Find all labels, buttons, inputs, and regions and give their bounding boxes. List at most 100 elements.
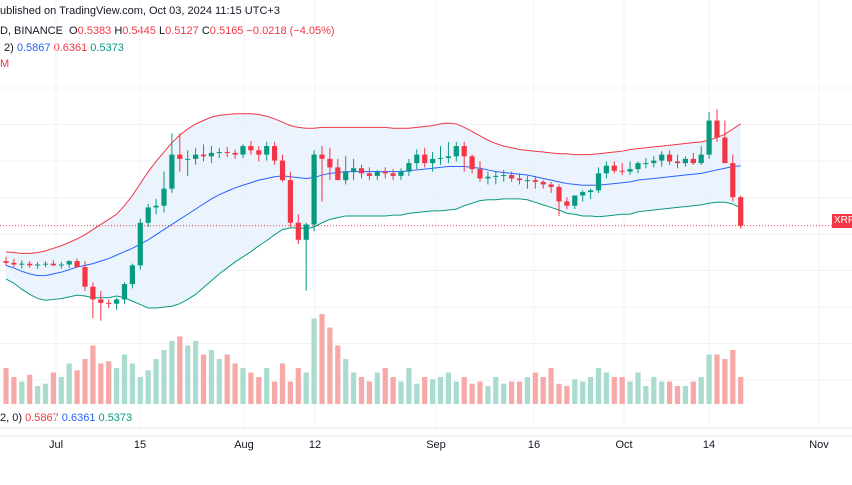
candle-body [651,160,657,164]
volume-bar [659,381,665,404]
volume-bar [264,368,270,404]
candle-body [193,154,199,159]
volume-bar [564,386,570,404]
candle-body [279,160,286,181]
volume-bar [256,377,262,404]
candle-body [27,263,33,266]
candle-body [248,146,254,151]
candle-body [216,152,222,154]
candle-body [343,171,349,181]
x-tick-label: Aug [234,439,254,451]
candle-body [311,154,317,225]
x-tick-label: Oct [615,439,632,451]
candle-body [659,154,665,161]
candle-body [272,146,278,161]
candle-body [422,154,428,164]
candle-body [588,190,594,193]
candle-body [477,169,483,179]
candle-body [445,156,451,159]
volume-bar [351,372,357,404]
high-label: H [114,25,123,37]
volume-bar [74,370,80,404]
low-value: 0.5127 [165,25,199,37]
price-tag: XRP [832,214,852,228]
candle-body [256,150,262,155]
volume-bar [485,386,491,404]
candle-body [722,137,728,164]
candle-body [572,195,578,206]
volume-bar [106,361,112,404]
candle-body [730,163,736,198]
candle-body [706,120,712,155]
volume-bar [35,386,41,404]
candle-body [627,169,633,172]
volume-bar [366,381,372,404]
candle-body [524,180,530,182]
candle-body [264,146,270,155]
volume-bar [200,354,207,404]
volume-bar [224,354,230,404]
volume-bar [469,383,475,404]
volume-bar [137,377,143,404]
volume-bar [730,350,736,404]
sub-basis-value: 0.5867 [25,412,59,424]
volume-bar [580,381,586,404]
volume-bar [50,372,56,404]
volume-bar [161,350,167,404]
candle-body [335,167,341,181]
candle-body [603,165,609,174]
candle-body [580,192,586,196]
volume-bar [548,368,554,404]
candle-body [137,222,143,266]
volume-bar [556,383,562,404]
candle-body [398,171,404,176]
candle-body [698,154,704,164]
volume-bar [509,381,515,404]
candle-body [129,265,135,285]
candle-body [406,163,412,172]
candle-body [682,158,688,164]
bollinger-upper-line [5,113,741,254]
volume-bar [611,377,617,404]
candle-body [35,264,41,266]
volume-bar [240,368,246,404]
candle-body [114,299,120,304]
candle-body [437,158,444,160]
candle-body [556,186,562,202]
volume-bar [706,354,712,404]
candle-body [674,161,681,164]
candle-body [485,176,491,179]
candle-body [240,146,246,155]
candle-body [232,152,238,155]
volume-bar [572,379,578,404]
volume-bar [493,377,499,404]
x-tick-label: 12 [309,439,321,451]
volume-bar [651,377,657,404]
volume-bar [674,386,681,404]
volume-bar [303,372,309,404]
volume-bar [114,368,120,404]
volume-bar [232,363,238,404]
candle-body [390,173,396,176]
volume-bar [422,377,428,404]
candle-body [177,154,183,159]
low-label: L [158,25,166,37]
candle-body [42,263,49,265]
candle-body [90,286,96,300]
volume-bar [272,381,278,404]
volume-bar [406,368,412,404]
candle-body [501,175,507,177]
volume-bar [698,377,704,404]
candle-body [169,154,175,189]
sub-prefix: 2, 0) [0,412,23,424]
candle-body [548,184,554,187]
volume-bar [42,383,49,404]
symbol-label: D, BINANCE [0,25,63,37]
candle-body [224,152,230,154]
candle-body [532,180,538,182]
volume-bar [627,381,633,404]
volume-bar [532,372,538,404]
x-tick-label: Jul [49,439,63,451]
volume-bar [177,336,183,404]
